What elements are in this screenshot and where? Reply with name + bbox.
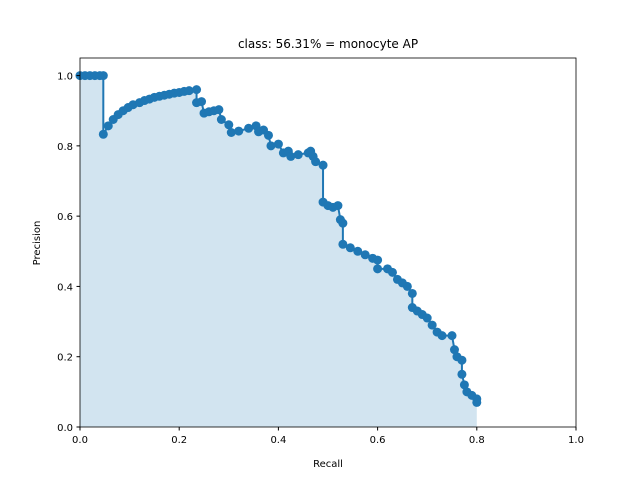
pr-point: [226, 128, 236, 138]
pr-point: [192, 85, 202, 95]
pr-point: [263, 130, 273, 140]
pr-point: [266, 141, 276, 151]
x-tick-label: 1.0: [568, 435, 584, 446]
pr-point: [197, 97, 207, 107]
pr-point: [457, 369, 467, 379]
pr-point: [333, 201, 343, 211]
pr-point: [437, 331, 447, 341]
pr-point: [422, 313, 432, 323]
area-fill: [80, 75, 477, 428]
pr-point: [387, 267, 397, 277]
pr-point: [234, 126, 244, 136]
pr-point: [472, 397, 482, 407]
pr-point: [447, 331, 457, 341]
pr-point: [273, 139, 283, 149]
pr-point: [293, 150, 303, 160]
y-tick-label: 0.6: [57, 212, 73, 223]
pr-point: [449, 345, 459, 355]
pr-point: [402, 281, 412, 291]
x-axis-label: Recall: [313, 459, 343, 470]
pr-point: [286, 151, 296, 161]
y-tick-label: 0.0: [57, 423, 73, 434]
chart-title: class: 56.31% = monocyte AP: [238, 37, 418, 51]
pr-point: [103, 121, 113, 131]
x-tick-label: 0.4: [270, 435, 286, 446]
pr-point: [373, 255, 383, 265]
pr-point: [338, 239, 348, 249]
y-tick-label: 0.4: [57, 282, 73, 293]
pr-point: [214, 105, 224, 115]
plot-frame: [79, 57, 577, 428]
pr-point: [318, 160, 328, 170]
x-tick-label: 0.2: [171, 435, 187, 446]
pr-point: [457, 355, 467, 365]
y-tick-label: 0.8: [57, 142, 73, 153]
pr-point: [459, 380, 469, 390]
pr-point: [353, 246, 363, 256]
pr-point: [427, 320, 437, 330]
pr-point: [216, 115, 226, 124]
y-tick-label: 1.0: [57, 72, 73, 83]
pr-point: [184, 86, 194, 96]
x-tick-label: 0.6: [370, 435, 386, 446]
pr-point: [224, 120, 234, 130]
y-tick-label: 0.2: [57, 353, 73, 364]
pr-point: [360, 250, 370, 260]
x-tick-label: 0.0: [72, 435, 88, 446]
pr-point: [98, 129, 108, 139]
x-tick-label: 0.8: [469, 435, 485, 446]
pr-point: [98, 71, 108, 81]
pr-point: [345, 243, 355, 253]
pr-point: [373, 264, 383, 274]
y-axis-label: Precision: [32, 221, 43, 266]
pr-point: [338, 218, 348, 228]
pr-point: [407, 288, 417, 298]
pr-point: [311, 157, 321, 167]
pr-point: [244, 123, 254, 133]
